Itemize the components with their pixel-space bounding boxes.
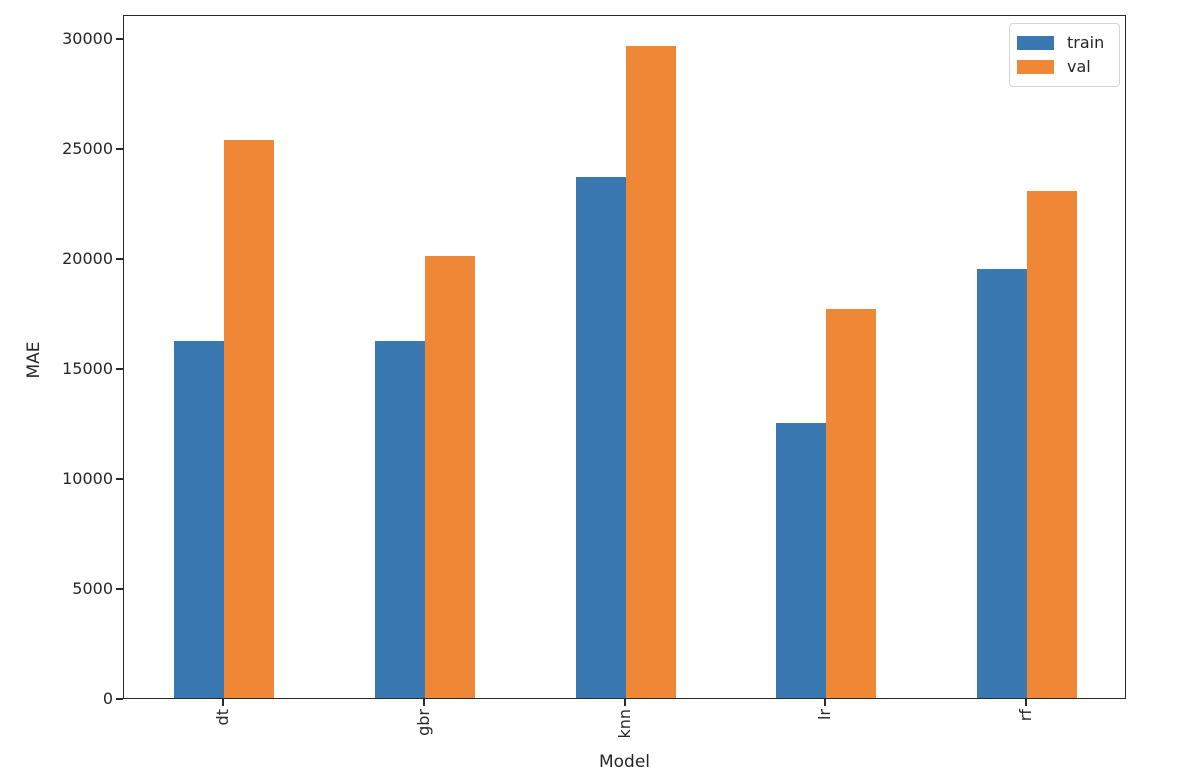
bar-train-dt	[174, 340, 225, 698]
y-tick-label: 20000	[62, 249, 113, 269]
y-tick-label: 15000	[62, 359, 113, 379]
x-tick-label-rf: rf	[1015, 709, 1035, 722]
y-tick-mark	[116, 698, 123, 700]
y-axis-label: MAE	[24, 341, 44, 379]
x-tick-label-lr: lr	[815, 709, 835, 721]
bar-train-knn	[575, 176, 626, 698]
bar-val-knn	[625, 45, 676, 698]
x-tick-mark	[824, 699, 827, 706]
legend-label-val: val	[1067, 57, 1091, 76]
y-tick-mark	[116, 258, 123, 261]
bar-val-gbr	[424, 255, 475, 698]
x-tick-mark	[222, 699, 225, 706]
bar-val-rf	[1026, 191, 1077, 698]
y-tick-mark	[116, 38, 123, 41]
plot-area	[123, 15, 1126, 699]
bar-train-gbr	[374, 340, 425, 698]
x-tick-label-dt: dt	[213, 709, 233, 726]
legend: train val	[1009, 23, 1120, 87]
y-tick-label: 30000	[62, 29, 113, 49]
x-tick-label-gbr: gbr	[413, 709, 433, 736]
y-tick-label: 5000	[72, 579, 113, 599]
y-tick-mark	[116, 368, 123, 371]
legend-entry-val: val	[1017, 55, 1110, 79]
y-tick-mark	[116, 478, 123, 481]
bar-val-lr	[826, 308, 877, 698]
legend-entry-train: train	[1017, 31, 1110, 55]
x-tick-mark	[422, 699, 425, 706]
bar-train-rf	[976, 269, 1027, 698]
legend-swatch-train	[1017, 36, 1054, 50]
legend-swatch-val	[1017, 60, 1054, 74]
y-tick-mark	[116, 148, 123, 151]
y-tick-label: 0	[102, 689, 113, 708]
x-tick-mark	[1024, 699, 1027, 706]
x-tick-mark	[623, 699, 626, 706]
y-tick-label: 10000	[62, 469, 113, 489]
bar-val-dt	[224, 140, 275, 698]
y-tick-label: 25000	[62, 139, 113, 159]
bar-train-lr	[776, 423, 827, 698]
x-tick-label-knn: knn	[614, 709, 634, 739]
x-axis-label: Model	[598, 752, 651, 772]
y-tick-mark	[116, 588, 123, 591]
legend-label-train: train	[1067, 33, 1105, 52]
